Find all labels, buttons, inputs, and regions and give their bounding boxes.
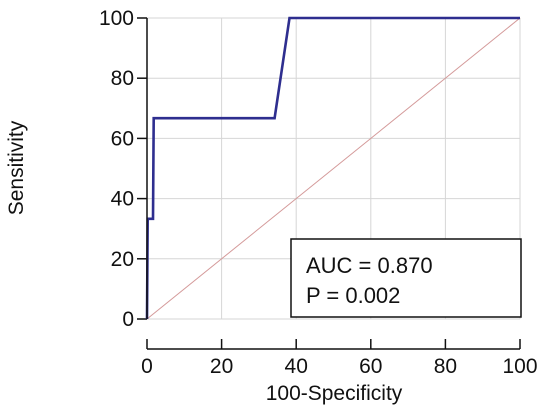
x-tick-label: 80: [434, 355, 457, 378]
roc-curve-line: [145, 16, 520, 320]
y-tick-label: 80: [111, 67, 134, 90]
y-tick-label: 40: [111, 188, 134, 211]
annotation-box: AUC = 0.870 P = 0.002: [290, 238, 522, 318]
x-tick-label: 60: [359, 355, 382, 378]
y-axis-title: Sensitivity: [5, 120, 28, 215]
y-tick-label: 0: [122, 308, 134, 331]
reference-diagonal-line: [146, 17, 521, 320]
x-axis-title: 100-Specificity: [266, 382, 403, 405]
x-axis: 0 20 40 60 80 100: [141, 339, 538, 378]
axis-lines: [146, 18, 520, 350]
x-tick-label: 100: [502, 355, 537, 378]
annotation-p-value: P = 0.002: [306, 283, 400, 308]
x-tick-label: 0: [141, 355, 153, 378]
y-axis: 0 20 40 60 80 100: [99, 7, 147, 331]
y-tick-label: 20: [111, 248, 134, 271]
y-tick-label: 60: [111, 127, 134, 150]
x-tick-label: 40: [285, 355, 308, 378]
annotation-auc: AUC = 0.870: [306, 253, 433, 278]
annotation-frame: [290, 238, 522, 318]
x-tick-label: 20: [210, 355, 233, 378]
y-tick-label: 100: [99, 7, 134, 30]
series-layer: [145, 16, 521, 320]
